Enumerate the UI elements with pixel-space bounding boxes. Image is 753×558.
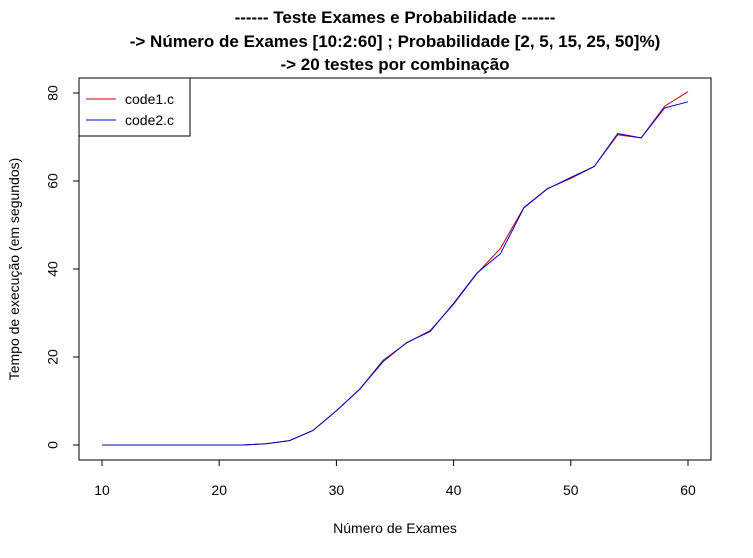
x-tick-label: 40: [446, 482, 462, 498]
y-tick-label: 20: [45, 349, 61, 365]
y-axis-label: Tempo de execução (em segundos): [6, 158, 22, 381]
y-tick-label: 60: [45, 173, 61, 189]
series-layer: [102, 91, 689, 446]
x-tick-label: 10: [94, 482, 110, 498]
x-tick-label: 60: [680, 482, 696, 498]
y-tick-label: 0: [45, 441, 61, 449]
series-line-code2-c: [102, 101, 689, 446]
legend-box: [78, 77, 191, 137]
y-tick-label: 40: [45, 261, 61, 277]
x-axis: 10 20 30 40 50 60: [94, 459, 696, 498]
title-line-2: -> Número de Exames [10:2:60] ; Probabil…: [130, 32, 661, 51]
y-tick-label: 80: [45, 85, 61, 101]
chart-title: ------ Teste Exames e Probabilidade ----…: [130, 8, 661, 74]
legend-label: code1.c: [125, 91, 174, 107]
x-tick-label: 50: [563, 482, 579, 498]
title-line-1: ------ Teste Exames e Probabilidade ----…: [235, 8, 556, 27]
legend: code1.c code2.c: [78, 77, 191, 137]
series-line-code1-c: [102, 91, 689, 446]
x-tick-label: 30: [329, 482, 345, 498]
y-axis: 0 20 40 60 80: [45, 85, 80, 449]
title-line-3: -> 20 testes por combinação: [280, 55, 509, 74]
x-axis-label: Número de Exames: [333, 520, 457, 536]
x-tick-label: 20: [211, 482, 227, 498]
legend-label: code2.c: [125, 112, 174, 128]
